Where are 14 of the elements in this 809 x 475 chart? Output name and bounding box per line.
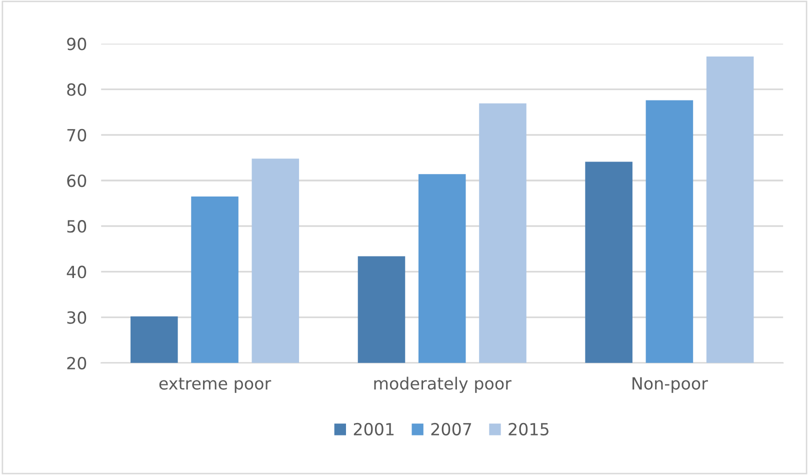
- y-tick-label: 80: [67, 83, 86, 96]
- y-tick-label: 60: [67, 174, 86, 188]
- legend-label: 2001: [354, 422, 394, 436]
- y-tick-label: 30: [67, 311, 86, 324]
- y-tick-label: 50: [67, 220, 86, 233]
- y-tick-label: 20: [67, 356, 86, 370]
- x-tick-label: extreme poor: [159, 378, 272, 393]
- y-tick-label: 90: [67, 38, 86, 50]
- y-tick-label: 40: [66, 266, 86, 278]
- legend-label: 2015: [508, 422, 548, 436]
- y-tick-label: 70: [67, 128, 86, 142]
- x-tick-label: Non-poor: [632, 377, 708, 393]
- legend-label: 2007: [431, 422, 472, 436]
- x-tick-label: moderately poor: [374, 376, 512, 393]
